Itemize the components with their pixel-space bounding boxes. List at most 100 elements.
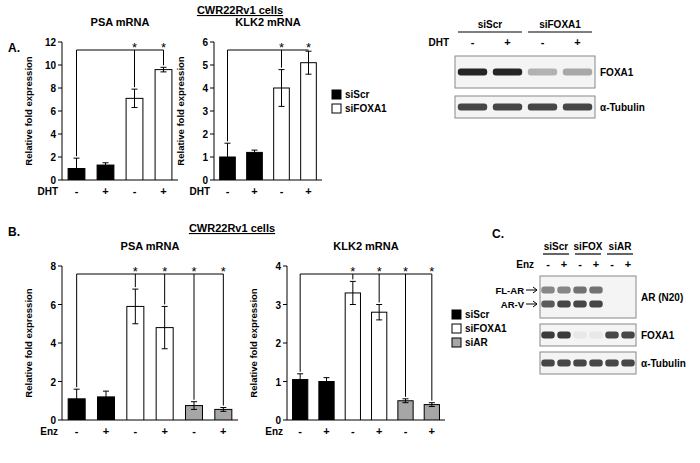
significance-star: * bbox=[377, 264, 382, 279]
blot-band bbox=[493, 104, 522, 111]
blot-band bbox=[563, 69, 592, 76]
y-axis bbox=[287, 266, 288, 420]
y-tick bbox=[58, 157, 62, 158]
legend-swatch bbox=[332, 90, 341, 99]
y-tick bbox=[58, 266, 62, 267]
bar bbox=[247, 152, 263, 180]
y-axis bbox=[62, 42, 63, 180]
legend: siScrsiFOXA1siAR bbox=[452, 309, 507, 348]
blot-band bbox=[557, 301, 570, 308]
blot-frame bbox=[540, 324, 636, 346]
marks bbox=[293, 281, 440, 420]
legend-label: siFOXA1 bbox=[345, 103, 387, 114]
bar bbox=[345, 293, 360, 420]
blot-row-label: α-Tubulin bbox=[600, 102, 645, 113]
error-bar bbox=[162, 306, 168, 348]
significance-star: * bbox=[306, 40, 311, 55]
blot-band bbox=[557, 287, 570, 294]
bracket-leg bbox=[76, 50, 77, 156]
blot-frame bbox=[455, 56, 595, 88]
significance-star: * bbox=[350, 264, 355, 279]
bracket-leg bbox=[134, 50, 135, 87]
legend-swatch bbox=[332, 104, 341, 113]
error-bar bbox=[74, 389, 80, 408]
y-tick bbox=[210, 134, 214, 135]
x-axis-label: DHT bbox=[189, 186, 210, 197]
y-axis bbox=[214, 42, 215, 180]
x-tick-label: - bbox=[280, 185, 284, 197]
significance-star: * bbox=[279, 40, 284, 55]
y-tick-label: 2 bbox=[50, 152, 56, 163]
blot-band bbox=[541, 301, 554, 308]
x-tick-label: + bbox=[251, 185, 257, 197]
y-tick-label: 8 bbox=[50, 83, 56, 94]
blot-band bbox=[493, 69, 522, 76]
x-tick-label: + bbox=[102, 185, 108, 197]
y-tick-label: 1 bbox=[202, 152, 208, 163]
error-bar bbox=[132, 289, 138, 324]
significance-star: * bbox=[221, 264, 226, 279]
bar bbox=[372, 312, 387, 420]
lane-sign: - bbox=[610, 258, 614, 270]
bracket bbox=[300, 274, 432, 275]
chart-title: KLK2 mRNA bbox=[333, 240, 398, 252]
blot-band bbox=[621, 332, 634, 339]
lane-sign: - bbox=[546, 258, 550, 270]
y-axis-label: Relative fold expression bbox=[23, 288, 34, 397]
error-bar bbox=[220, 407, 226, 411]
legend-label: siScr bbox=[465, 309, 490, 320]
chart: PSA mRNARelative fold expression02468101… bbox=[23, 16, 178, 197]
lane-sign: - bbox=[578, 258, 582, 270]
bar bbox=[126, 98, 143, 180]
bracket-leg bbox=[300, 274, 301, 372]
blot-band bbox=[557, 332, 570, 339]
x-axis-label: Enz bbox=[40, 426, 58, 437]
panel-label: A. bbox=[8, 41, 20, 55]
x-tick-label: + bbox=[103, 425, 109, 437]
significance: **** bbox=[300, 264, 434, 401]
bracket bbox=[228, 50, 309, 51]
error-bar bbox=[429, 403, 435, 407]
x-tick-label: - bbox=[133, 185, 137, 197]
bracket-leg bbox=[76, 274, 77, 387]
y-tick-label: 2 bbox=[50, 377, 56, 388]
x-tick-label: + bbox=[323, 425, 329, 437]
blot-row-label: α-Tubulin bbox=[641, 358, 686, 369]
x-axis bbox=[62, 420, 238, 421]
lane-group-label: siScr bbox=[544, 241, 569, 252]
error-bar bbox=[324, 378, 330, 386]
y-axis-label: Relative fold expression bbox=[23, 56, 34, 165]
lane-group-line bbox=[528, 31, 592, 32]
x-tick-label: + bbox=[161, 425, 167, 437]
cell-line-label: CWR22Rv1 cells bbox=[197, 4, 283, 16]
x-tick-label: + bbox=[429, 425, 435, 437]
error-bar bbox=[350, 281, 356, 304]
y-tick bbox=[58, 180, 62, 181]
blot-band bbox=[573, 332, 586, 339]
western-blot: siScrsiFOXsiAREnz-+-+-+FL-ARAR-VAR (N20)… bbox=[496, 241, 686, 374]
blot-band bbox=[589, 360, 602, 367]
blot-band bbox=[541, 360, 554, 367]
y-axis-label: Relative fold expression bbox=[175, 56, 186, 165]
significance-star: * bbox=[162, 264, 167, 279]
y-tick bbox=[58, 88, 62, 89]
error-bar bbox=[74, 158, 80, 179]
error-bar bbox=[297, 374, 303, 386]
y-tick-label: 1 bbox=[275, 377, 281, 388]
x-tick-label: + bbox=[220, 425, 226, 437]
error-bar bbox=[161, 67, 167, 72]
lane-sign: - bbox=[541, 36, 545, 48]
error-bar bbox=[403, 399, 409, 403]
y-tick bbox=[283, 420, 287, 421]
blot-band bbox=[589, 332, 602, 339]
y-tick bbox=[283, 343, 287, 344]
lane-group-label: siScr bbox=[478, 19, 503, 30]
y-tick bbox=[58, 420, 62, 421]
panel-label: B. bbox=[8, 225, 20, 239]
legend-swatch bbox=[452, 324, 461, 333]
lane-sign: - bbox=[471, 36, 475, 48]
chart-title: PSA mRNA bbox=[121, 240, 180, 252]
significance: ** bbox=[228, 40, 312, 141]
bar bbox=[398, 401, 413, 420]
blot-band bbox=[605, 301, 618, 308]
